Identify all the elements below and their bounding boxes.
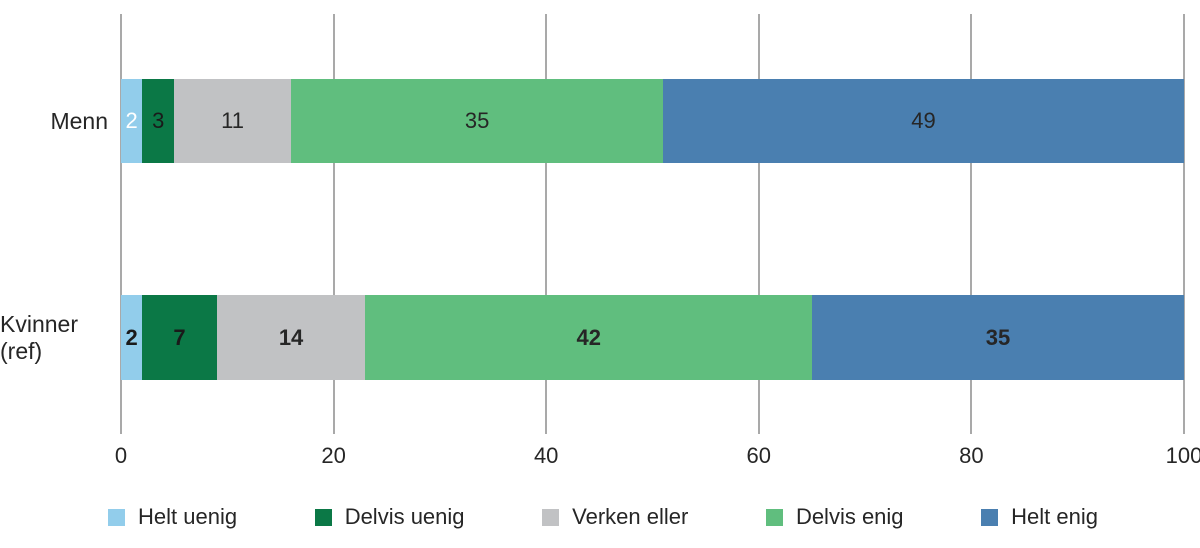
legend-item: Delvis uenig — [314, 504, 465, 530]
category-label: Kvinner (ref) — [0, 310, 78, 364]
gridline — [970, 14, 973, 434]
legend-label: Delvis uenig — [344, 504, 465, 529]
bar-row: 2 7 14 42 35 — [121, 295, 1184, 380]
legend-item: Delvis enig — [765, 504, 904, 530]
bar-segment: 35 — [291, 79, 664, 163]
bar-value-label: 2 — [125, 324, 138, 350]
bar-value-label: 7 — [173, 324, 186, 350]
legend-swatch — [542, 508, 560, 526]
gridline — [757, 14, 760, 434]
legend-swatch — [314, 508, 332, 526]
x-axis-tick-label: 60 — [746, 443, 772, 468]
x-axis-tick-label: 0 — [114, 443, 128, 468]
category-label: Menn — [50, 107, 108, 134]
bar-segment: 42 — [365, 295, 812, 380]
bar-segment: 2 — [121, 295, 143, 380]
legend-label: Delvis enig — [795, 504, 904, 529]
bar-segment: 14 — [216, 295, 366, 380]
gridline — [120, 14, 122, 434]
bar-value-label: 35 — [464, 108, 490, 133]
legend-item: Helt uenig — [108, 504, 237, 530]
legend: Helt uenig Delvis uenig Verken eller Delvis… — [108, 503, 1098, 531]
legend-label: Helt enig — [1011, 504, 1098, 529]
bar-segment: 49 — [663, 79, 1184, 163]
x-axis-tick-label: 80 — [959, 443, 984, 468]
x-axis-tick-label: 20 — [321, 443, 346, 468]
bar-row: 2 3 11 35 49 — [121, 79, 1184, 163]
x-axis-tick-label: 100 — [1165, 443, 1200, 468]
legend-swatch — [108, 508, 125, 526]
legend-label: Verken eller — [572, 504, 689, 529]
bar-value-label: 2 — [125, 108, 138, 133]
legend-swatch — [765, 508, 783, 526]
bar-value-label: 11 — [221, 108, 244, 133]
gridline — [332, 14, 335, 434]
x-axis-tick-label: 40 — [533, 443, 559, 468]
bar-segment: 7 — [142, 295, 217, 380]
bar-value-label: 3 — [152, 108, 165, 133]
bar-value-label: 42 — [576, 324, 601, 350]
gridline — [1183, 14, 1185, 434]
bar-value-label: 35 — [985, 324, 1011, 350]
legend-swatch — [981, 508, 999, 526]
bar-segment: 35 — [811, 295, 1184, 380]
bar-segment: 11 — [174, 79, 292, 163]
bar-value-label: 49 — [911, 108, 936, 133]
bar-value-label: 14 — [278, 324, 304, 350]
legend-label: Helt uenig — [138, 504, 238, 529]
legend-item: Helt enig — [981, 504, 1098, 530]
legend-item: Verken eller — [542, 504, 688, 530]
bar-segment: 2 — [121, 79, 143, 163]
bar-segment: 3 — [142, 79, 175, 163]
gridline — [545, 14, 548, 434]
